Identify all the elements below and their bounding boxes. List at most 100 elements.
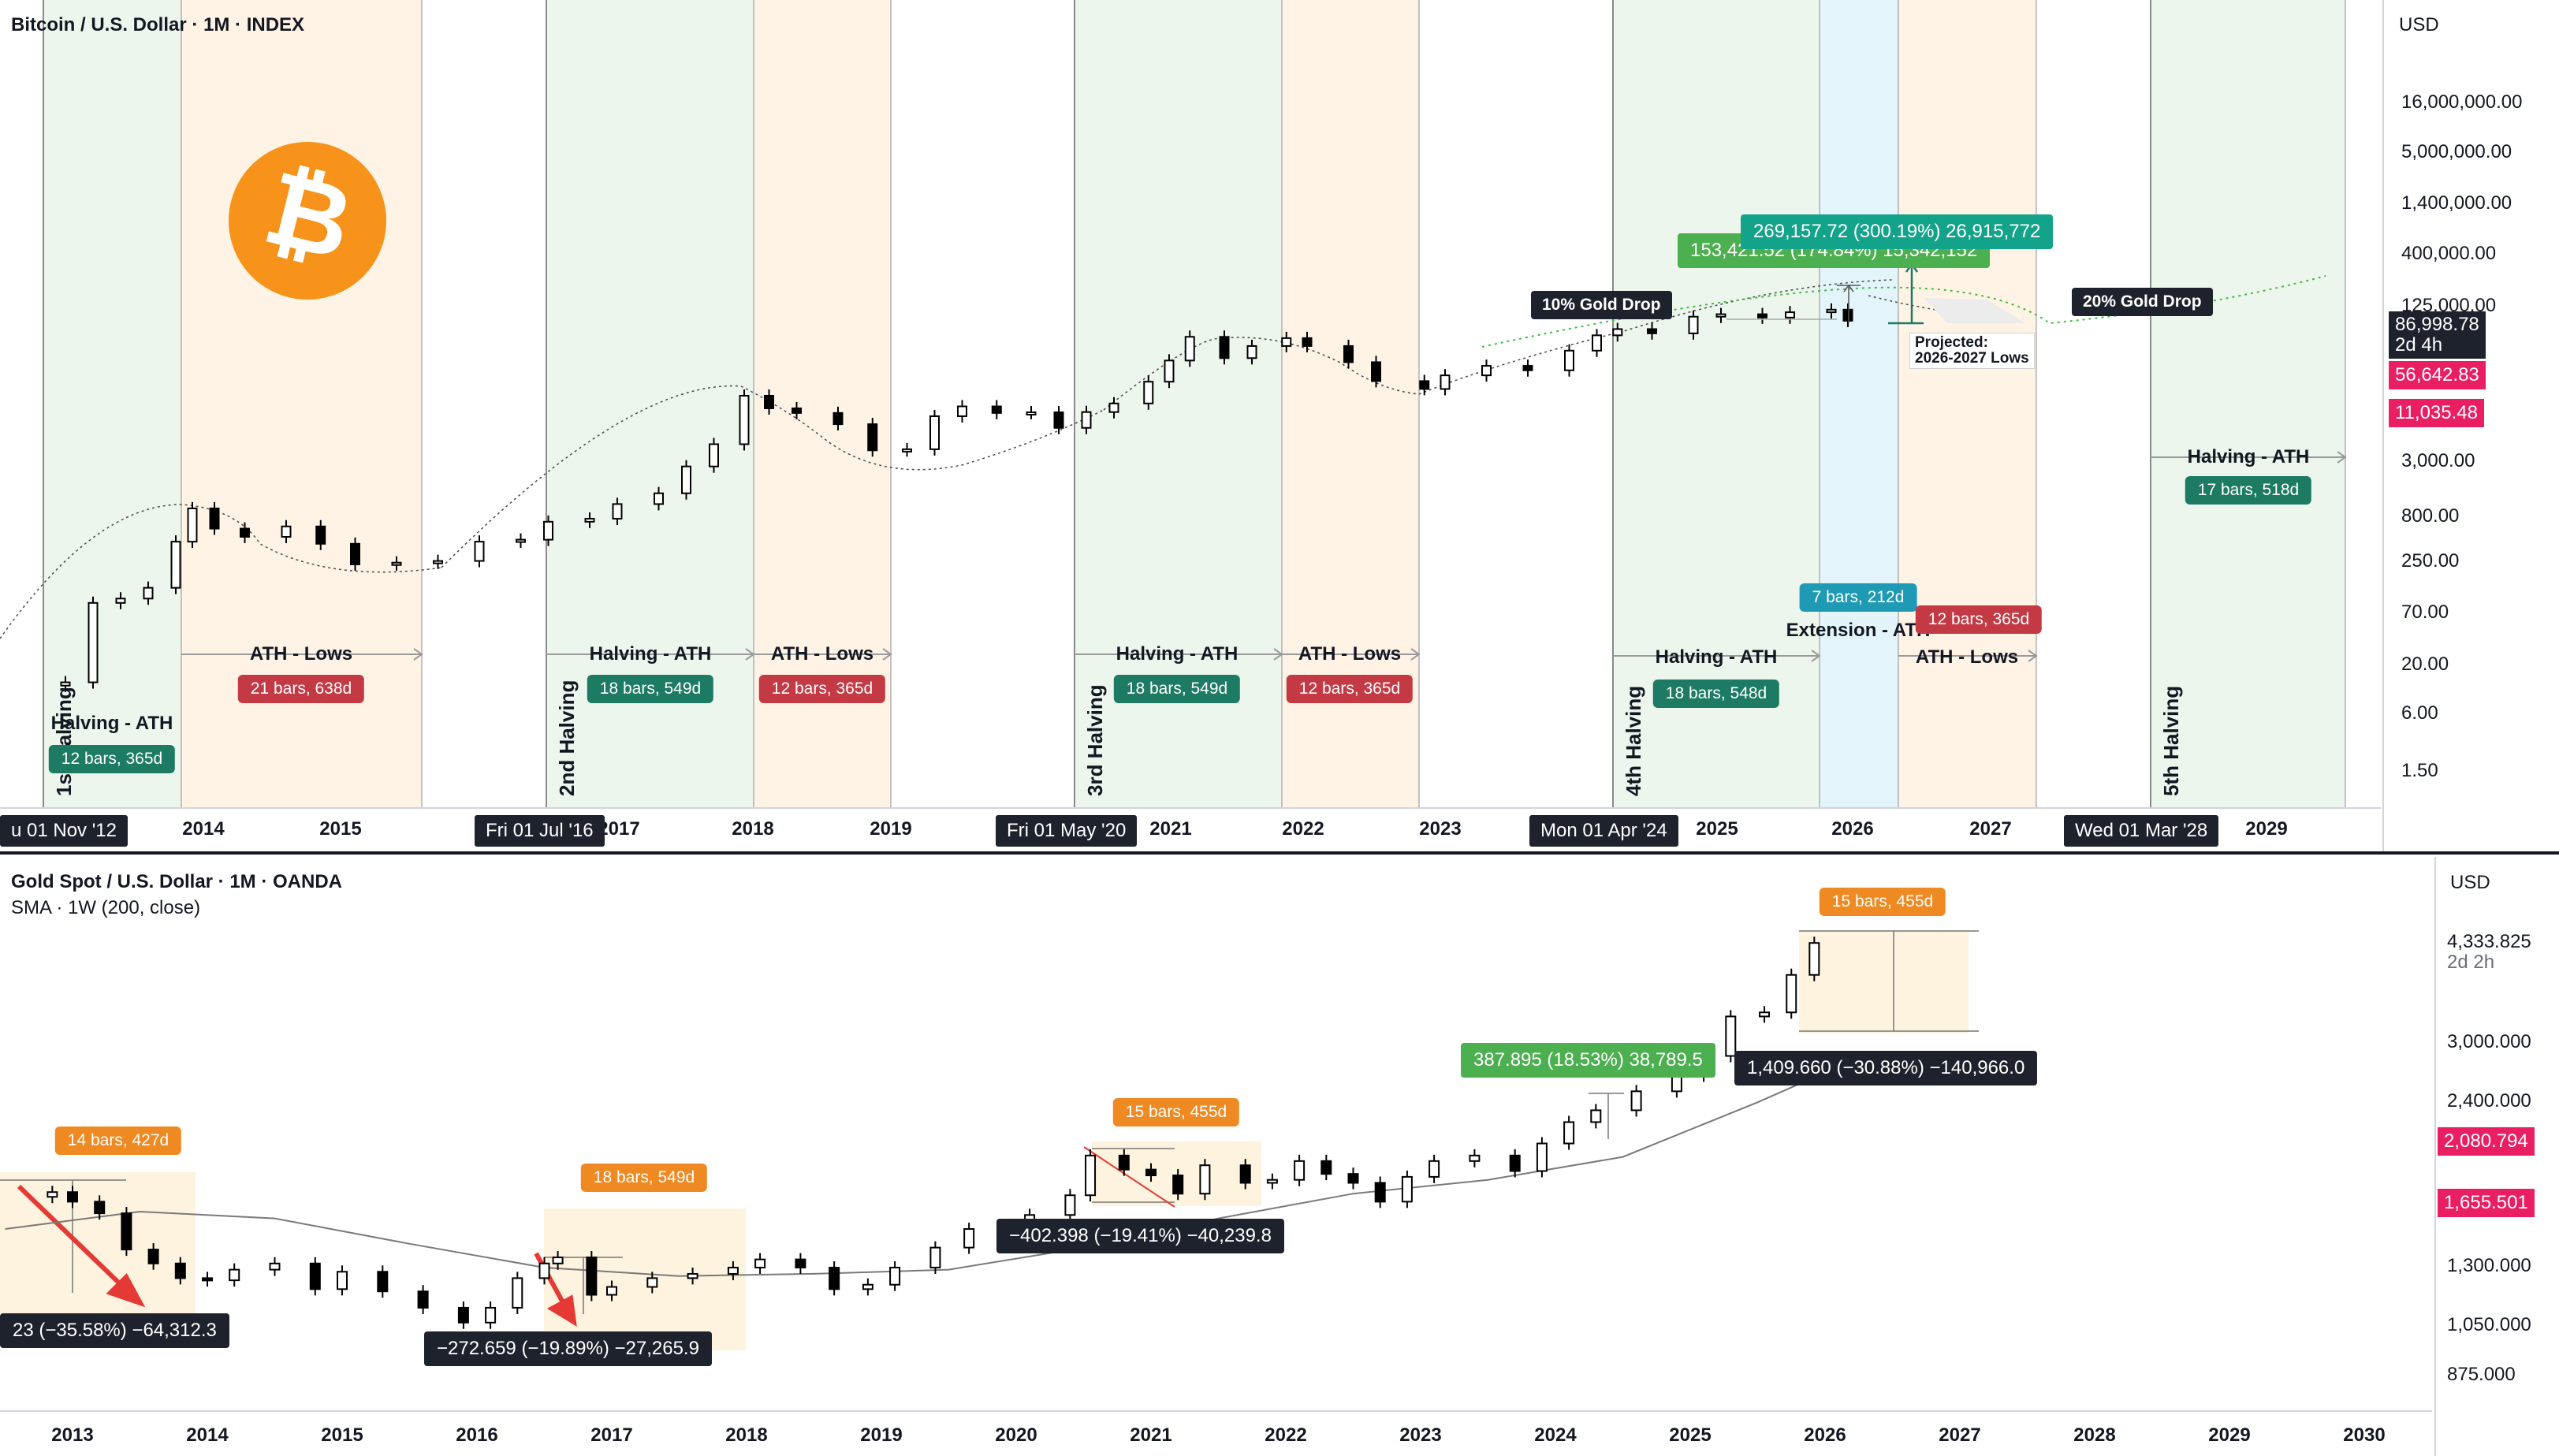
zone-ath-lows-1 — [181, 0, 422, 808]
measure-label-top: 269,157.72 (300.19%) 26,915,772 — [1741, 214, 2054, 249]
gold-year-label: 2015 — [321, 1424, 363, 1446]
btc-candle — [187, 507, 198, 543]
zone-inner-borders — [181, 0, 2346, 808]
cycle-pill: 21 bars, 638d — [237, 675, 365, 703]
cycle-label-ath-lows: ATH - Lows — [1298, 643, 1402, 665]
gold-candle — [1172, 1175, 1184, 1195]
btc-last-price: 86,998.78 — [2395, 314, 2479, 335]
gold-candle — [1671, 1074, 1682, 1093]
gold-candle — [512, 1277, 523, 1309]
gold-measure-label: 1,409.660 (−30.88%) −140,966.0 — [1734, 1051, 2038, 1085]
gold-candle — [1239, 1164, 1251, 1184]
btc-candle — [1219, 336, 1230, 359]
btc-candle — [1371, 361, 1381, 382]
gold-candle — [687, 1272, 698, 1279]
btc-year-label: 2021 — [1149, 818, 1192, 840]
gold-year-label: 2022 — [1265, 1424, 1307, 1446]
btc-candle — [170, 541, 181, 589]
gold-candle — [1145, 1168, 1157, 1177]
gold-candle — [94, 1201, 106, 1215]
gold-candle — [1563, 1121, 1575, 1145]
btc-year-label: 2026 — [1831, 818, 1874, 840]
zone-ath-lows-4 — [1898, 0, 2036, 808]
gold-candle — [1118, 1154, 1130, 1171]
zone-ath-lows-2 — [754, 0, 891, 808]
btc-candle — [1108, 402, 1119, 413]
btc-year-label: 2018 — [732, 818, 774, 840]
gold-candle — [727, 1266, 739, 1275]
btc-price-scale-label: 16,000,000.00 — [2401, 91, 2523, 113]
gold-measure-label: −272.659 (−19.89%) −27,265.9 — [424, 1331, 712, 1366]
btc-candle — [240, 527, 250, 538]
gold-price-axis[interactable] — [2434, 857, 2559, 1456]
cycle-label-halving-ath: Halving - ATH — [1655, 646, 1778, 668]
btc-price-scale-label: 1.50 — [2401, 760, 2438, 781]
btc-price-scale-label: 400,000.00 — [2401, 243, 2497, 264]
gold-year-label: 2019 — [860, 1424, 903, 1446]
btc-candle — [88, 601, 99, 683]
btc-candle — [315, 525, 326, 545]
gold-year-label: 2018 — [725, 1424, 768, 1446]
gold-candle — [552, 1257, 564, 1264]
btc-candle — [739, 394, 750, 445]
sma-indicator-label[interactable]: SMA · 1W (200, close) — [11, 897, 201, 918]
gold-year-label: 2024 — [1534, 1424, 1577, 1446]
gold-candle — [1320, 1160, 1332, 1175]
btc-currency-label[interactable]: USD — [2399, 14, 2439, 35]
bitcoin-logo-icon: ₿ — [229, 142, 386, 300]
btc-candle — [792, 407, 802, 414]
gold-year-label: 2017 — [590, 1424, 633, 1446]
btc-year-label: 2017 — [598, 818, 640, 840]
btc-candle — [833, 411, 844, 426]
btc-candle — [709, 443, 719, 467]
gold-candle — [889, 1266, 901, 1286]
gold-candle — [174, 1262, 186, 1279]
btc-candle — [350, 542, 360, 565]
bitcoin-chart-pane[interactable]: ₿ — [0, 0, 2559, 855]
projected-lows-note: Projected: 2026-2027 Lows — [1909, 333, 2035, 369]
gold-year-label: 2028 — [2073, 1424, 2116, 1446]
btc-candle — [929, 415, 940, 450]
gold-drop-10-label: 10% Gold Drop — [1531, 291, 1672, 319]
gold-candle — [1064, 1194, 1076, 1216]
btc-candle — [612, 503, 623, 519]
btc-candle — [281, 525, 292, 538]
halving-label-5: 5th Halving — [2159, 685, 2183, 796]
gold-chart-pane[interactable] — [0, 855, 2559, 1456]
halving-label-2: 2nd Halving — [555, 680, 579, 796]
gold-candle — [417, 1290, 429, 1309]
gold-currency-label[interactable]: USD — [2450, 872, 2490, 893]
btc-price-scale-label: 5,000,000.00 — [2401, 141, 2512, 162]
btc-candle — [584, 517, 595, 523]
gold-price-scale-label: 875.000 — [2447, 1364, 2516, 1385]
btc-price-tag-3: 11,035.48 — [2389, 399, 2484, 427]
gold-candle — [586, 1257, 598, 1296]
btc-candle — [1164, 359, 1175, 383]
projection-curve — [1481, 275, 2326, 348]
btc-countdown: 2d 4h — [2395, 334, 2443, 356]
gold-candle — [67, 1191, 78, 1203]
btc-candle — [1715, 313, 1726, 318]
cycle-pill: 12 bars, 365d — [758, 675, 886, 703]
btc-candle — [681, 465, 691, 494]
btc-candle — [957, 405, 967, 417]
btc-candles — [60, 303, 1853, 692]
cycle-pill: 18 bars, 549d — [1113, 675, 1241, 703]
btc-year-label: 2029 — [2245, 818, 2288, 840]
btc-price-scale-label: 3,000.00 — [2401, 450, 2475, 471]
btc-candle — [902, 448, 912, 452]
gold-candle — [337, 1271, 348, 1290]
gold-candle — [121, 1212, 132, 1251]
btc-candle — [1522, 365, 1533, 371]
gold-candle — [1786, 974, 1797, 1014]
halving-label-4: 4th Halving — [1622, 685, 1645, 796]
halving-date-flag: Wed 01 Mar '28 — [2064, 815, 2219, 847]
gold-candles — [47, 937, 1820, 1329]
btc-candle — [1419, 380, 1430, 390]
gold-year-label: 2021 — [1130, 1424, 1172, 1446]
gold-candle — [1085, 1154, 1097, 1197]
cycle-label-ath-lows: ATH - Lows — [1915, 646, 2019, 668]
gold-candle — [1374, 1182, 1386, 1203]
gold-candle — [1294, 1160, 1306, 1181]
gold-duration-pill: 18 bars, 549d — [580, 1164, 708, 1192]
